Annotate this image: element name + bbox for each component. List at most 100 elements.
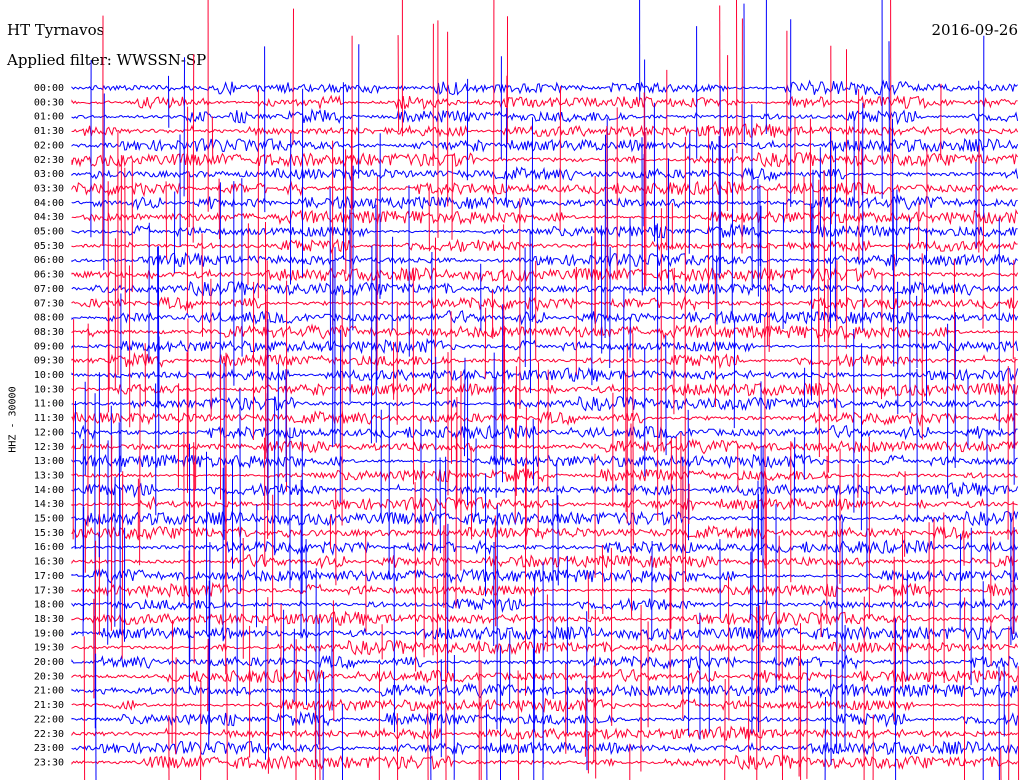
trace-row <box>71 597 1018 613</box>
trace-spike <box>609 246 611 369</box>
trace-row <box>71 337 1019 355</box>
trace-row <box>71 654 1019 671</box>
trace-spike <box>165 181 168 260</box>
trace-spike <box>103 93 105 271</box>
row-time-label: 10:30 <box>34 384 64 395</box>
row-time-label: 04:30 <box>34 212 64 223</box>
trace-row <box>71 539 1019 556</box>
trace-spike <box>192 54 195 243</box>
trace-spike <box>397 35 400 132</box>
trace-row <box>71 208 1019 226</box>
trace-row <box>71 122 1019 138</box>
row-time-label: 09:30 <box>34 356 64 367</box>
trace-row <box>71 495 1018 512</box>
trace-spike <box>587 572 590 620</box>
trace-spike <box>982 217 984 329</box>
row-time-label: 03:30 <box>34 183 64 194</box>
trace-row <box>71 452 1018 470</box>
trace-spike <box>464 357 466 457</box>
filter-label: Applied filter: <box>7 51 112 69</box>
trace-spike <box>139 384 141 566</box>
trace-row <box>71 410 1018 427</box>
row-time-label: 11:30 <box>34 413 64 424</box>
row-time-label: 23:30 <box>34 757 64 768</box>
trace-spike <box>208 580 210 751</box>
trace-spike <box>121 471 124 659</box>
trace-row <box>71 295 1019 312</box>
trace-row <box>71 310 1019 326</box>
row-time-label: 23:00 <box>34 743 64 754</box>
trace-row <box>71 280 1019 297</box>
trace-row <box>71 510 1019 527</box>
trace-spike <box>749 551 752 620</box>
trace-row <box>71 222 1018 239</box>
trace-spike <box>430 251 433 422</box>
row-time-label: 13:00 <box>34 456 64 467</box>
trace-row <box>71 194 1018 211</box>
row-time-label: 06:00 <box>34 255 64 266</box>
trace-spike <box>823 170 826 342</box>
filter-line: Applied filter: WWSSN-SP <box>7 51 206 69</box>
row-time-label: 15:30 <box>34 528 64 539</box>
trace-spike <box>370 245 373 444</box>
row-time-label: 12:30 <box>34 442 64 453</box>
row-time-label: 21:00 <box>34 686 64 697</box>
trace-spike <box>881 272 883 400</box>
trace-row <box>71 581 1018 599</box>
trace-spike <box>818 303 820 458</box>
row-time-label: 02:00 <box>34 140 64 151</box>
row-time-label: 20:00 <box>34 657 64 668</box>
row-time-label: 13:30 <box>34 470 64 481</box>
trace-spike <box>731 148 734 321</box>
trace-row <box>71 238 1018 255</box>
row-time-label: 07:00 <box>34 284 64 295</box>
trace-row <box>71 151 1019 168</box>
trace-spike <box>557 495 559 586</box>
trace-row <box>71 108 1019 126</box>
trace-row <box>71 554 1018 570</box>
row-time-label: 11:00 <box>34 399 64 410</box>
trace-spike <box>688 132 691 254</box>
trace-spike <box>959 533 962 631</box>
trace-row <box>71 696 1018 714</box>
row-time-label: 02:30 <box>34 155 64 166</box>
trace-spike <box>226 664 228 780</box>
row-time-label: 16:00 <box>34 542 64 553</box>
trace-spike <box>470 445 473 540</box>
trace-spike <box>757 178 759 297</box>
trace-spike <box>932 525 935 747</box>
trace-spike <box>606 126 608 319</box>
row-time-label: 16:30 <box>34 557 64 568</box>
trace-row <box>71 94 1018 111</box>
trace-spike <box>1012 259 1015 360</box>
trace-row <box>71 424 1018 441</box>
trace-row <box>71 639 1019 656</box>
trace-row <box>71 395 1018 412</box>
trace-spike <box>556 460 558 522</box>
trace-row <box>71 381 1019 398</box>
trace-spike <box>793 437 796 519</box>
row-time-label: 14:00 <box>34 485 64 496</box>
trace-row <box>71 567 1019 584</box>
plot-date: 2016-09-26 <box>931 21 1018 39</box>
trace-row <box>71 79 1018 96</box>
trace-row <box>71 166 1019 182</box>
trace-spikes <box>72 0 1020 780</box>
trace-row <box>71 710 1019 728</box>
row-time-label: 05:00 <box>34 227 64 238</box>
row-time-label: 20:30 <box>34 671 64 682</box>
row-time-label: 22:00 <box>34 714 64 725</box>
row-time-label: 18:00 <box>34 600 64 611</box>
trace-row <box>71 323 1018 340</box>
trace-spike <box>208 542 211 735</box>
row-time-label: 04:00 <box>34 198 64 209</box>
trace-spike <box>724 678 726 780</box>
row-time-label: 06:30 <box>34 270 64 281</box>
trace-spike <box>517 670 520 780</box>
row-time-label: 00:30 <box>34 97 64 108</box>
trace-row <box>71 180 1018 198</box>
row-time-label: 14:30 <box>34 499 64 510</box>
row-time-label: 03:00 <box>34 169 64 180</box>
row-time-label: 15:00 <box>34 514 64 525</box>
